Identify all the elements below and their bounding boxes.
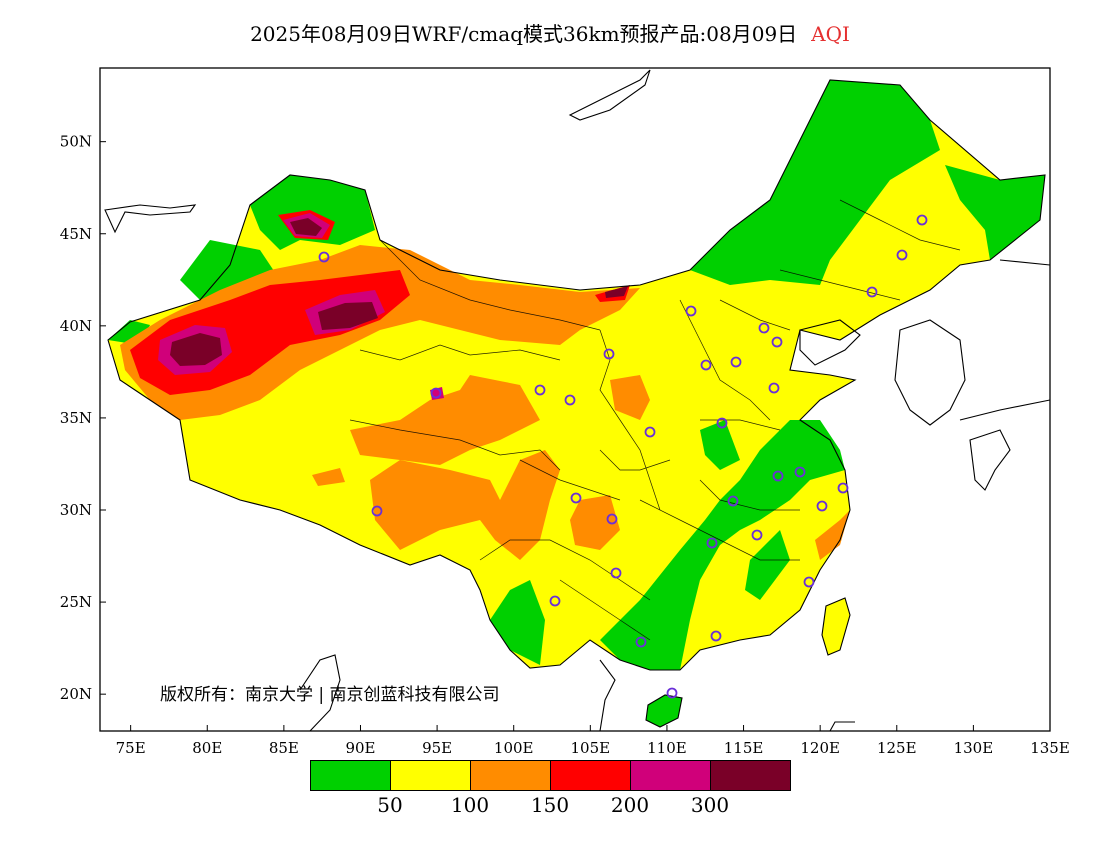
lon-tick-label: 135E (1030, 739, 1070, 757)
latitude-axis: 20N 25N 30N 35N 40N 45N 50N (60, 133, 106, 703)
lat-tick-label: 40N (60, 317, 92, 335)
lon-tick-label: 80E (192, 739, 222, 757)
map-frame (99, 67, 1051, 732)
region-aqi-0-50-south (490, 580, 545, 665)
lon-tick-label: 130E (954, 739, 994, 757)
legend-swatch (710, 760, 791, 791)
lon-tick-label: 100E (494, 739, 534, 757)
lat-tick-label: 45N (60, 225, 92, 243)
legend-label: 100 (450, 793, 490, 817)
legend-label: 200 (610, 793, 650, 817)
legend-swatch (550, 760, 631, 791)
legend-swatch (390, 760, 471, 791)
legend-swatch (630, 760, 711, 791)
copyright-notice: 版权所有：南京大学 | 南京创蓝科技有限公司 (160, 685, 500, 705)
lon-tick-label: 95E (422, 739, 452, 757)
lon-tick-label: 75E (116, 739, 146, 757)
legend-label: 50 (377, 793, 403, 817)
region-aqi-0-50-northeast (690, 80, 940, 285)
product-label: AQI (811, 22, 850, 46)
longitude-axis: 75E 80E 85E 90E 95E 100E 105E 110E 115E 120E 125E 1… (116, 725, 1070, 757)
legend-swatch (310, 760, 391, 791)
legend-label: 150 (530, 793, 570, 817)
map-fill-layer (104, 69, 1050, 731)
lon-tick-label: 105E (571, 739, 611, 757)
color-legend (310, 760, 791, 792)
lat-tick-label: 25N (60, 593, 92, 611)
lat-tick-label: 20N (60, 685, 92, 703)
lon-tick-label: 110E (647, 739, 687, 757)
lon-tick-label: 115E (724, 739, 764, 757)
lon-tick-label: 125E (877, 739, 917, 757)
legend-label: 300 (690, 793, 730, 817)
lon-tick-label: 120E (800, 739, 840, 757)
lat-tick-label: 30N (60, 501, 92, 519)
region-aqi-over-300 (170, 333, 222, 366)
lon-tick-label: 90E (345, 739, 375, 757)
legend-swatch (470, 760, 551, 791)
region-aqi-101-150 (120, 245, 640, 420)
map-title: 2025年08月09日WRF/cmaq模式36km预报产品:08月09日 AQI (0, 18, 1100, 47)
title-text: 2025年08月09日WRF/cmaq模式36km预报产品:08月09日 (250, 22, 798, 46)
lat-tick-label: 35N (60, 409, 92, 427)
lat-tick-label: 50N (60, 133, 92, 151)
lon-tick-label: 85E (269, 739, 299, 757)
